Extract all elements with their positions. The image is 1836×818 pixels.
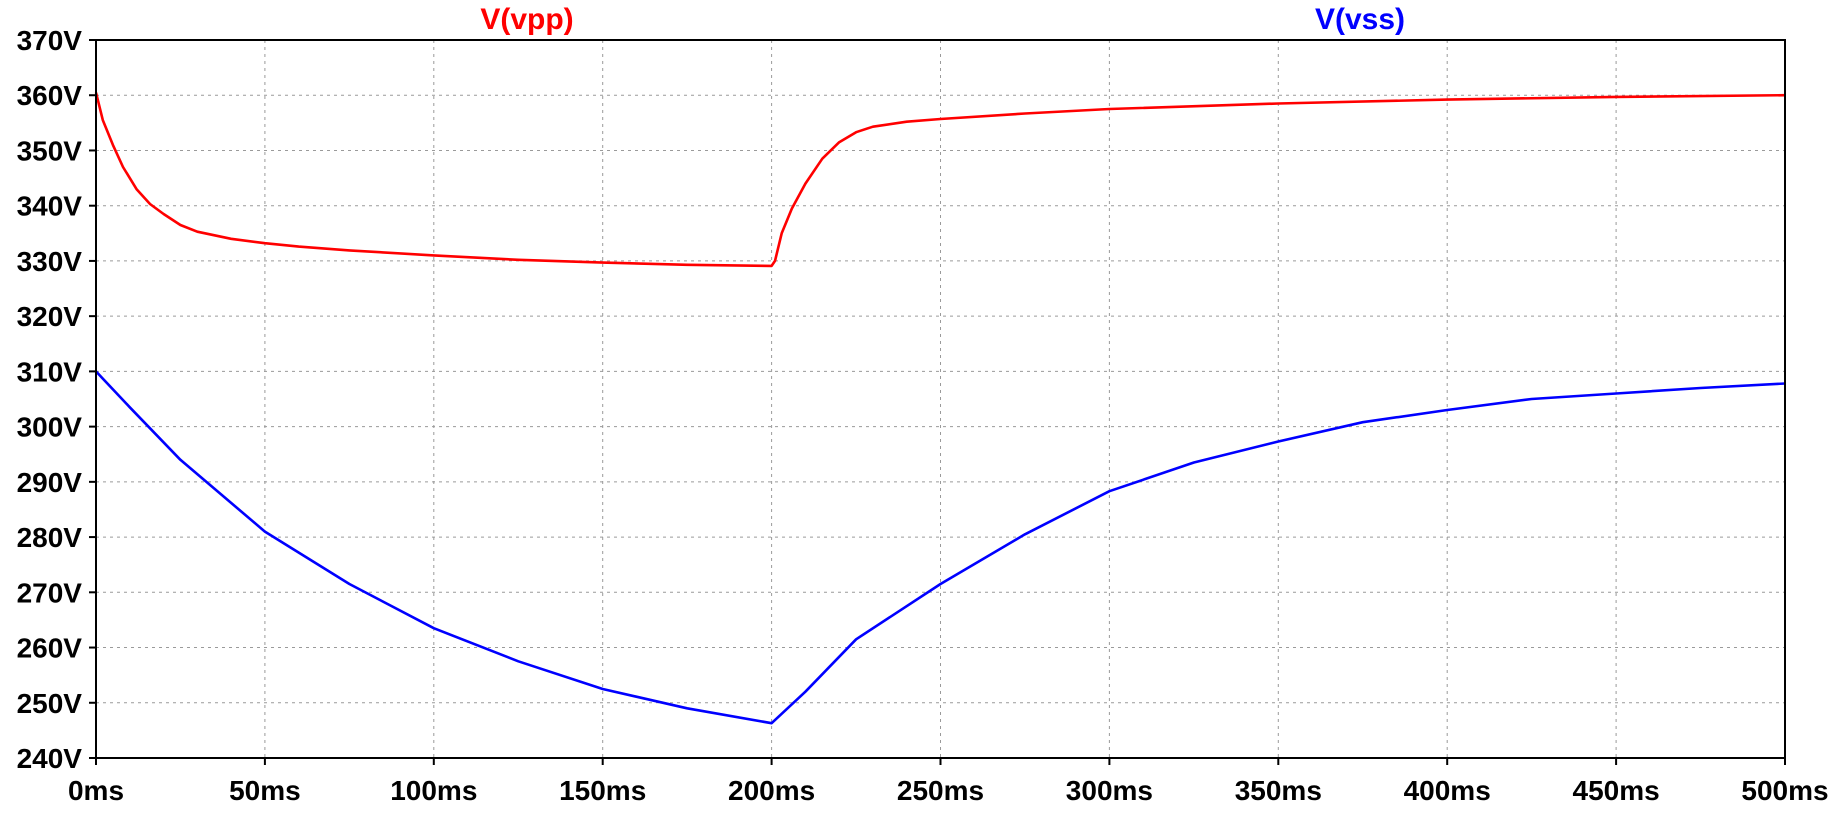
y-axis-tick-labels: 240V 250V 260V 270V 280V 290V 300V 310V 320V 330V… xyxy=(17,25,83,774)
legend-label-v-vpp[interactable]: V(vpp) xyxy=(480,3,573,36)
y-tick-label: 310V xyxy=(17,356,83,387)
y-tick-label: 340V xyxy=(17,191,83,222)
axis-ticks xyxy=(89,39,1786,765)
x-tick-label: 150ms xyxy=(559,775,646,806)
x-tick-label: 0ms xyxy=(68,775,124,806)
y-tick-label: 270V xyxy=(17,577,83,608)
y-tick-label: 350V xyxy=(17,135,83,166)
legend: V(vpp) V(vss) xyxy=(480,3,1405,36)
x-tick-label: 200ms xyxy=(728,775,815,806)
y-tick-label: 280V xyxy=(17,522,83,553)
y-tick-label: 320V xyxy=(17,301,83,332)
y-tick-label: 240V xyxy=(17,743,83,774)
plot-series xyxy=(94,92,1786,725)
y-tick-label: 300V xyxy=(17,412,83,443)
y-tick-label: 360V xyxy=(17,80,83,111)
legend-label-v-vss[interactable]: V(vss) xyxy=(1315,3,1405,36)
x-tick-label: 50ms xyxy=(229,775,301,806)
x-tick-label: 450ms xyxy=(1573,775,1660,806)
y-tick-label: 260V xyxy=(17,633,83,664)
series-line-v-vpp xyxy=(94,92,1786,268)
y-tick-label: 290V xyxy=(17,467,83,498)
x-axis-tick-labels: 0ms 50ms 100ms 150ms 200ms 250ms 300ms 350ms 400… xyxy=(68,775,1829,806)
x-tick-label: 100ms xyxy=(390,775,477,806)
y-tick-label: 370V xyxy=(17,25,83,56)
x-tick-label: 250ms xyxy=(897,775,984,806)
x-tick-label: 350ms xyxy=(1235,775,1322,806)
x-tick-label: 500ms xyxy=(1741,775,1828,806)
y-tick-label: 330V xyxy=(17,246,83,277)
y-tick-label: 250V xyxy=(17,688,83,719)
series-line-v-vss xyxy=(95,370,1786,725)
x-tick-label: 400ms xyxy=(1404,775,1491,806)
x-tick-label: 300ms xyxy=(1066,775,1153,806)
grid xyxy=(96,40,1785,758)
